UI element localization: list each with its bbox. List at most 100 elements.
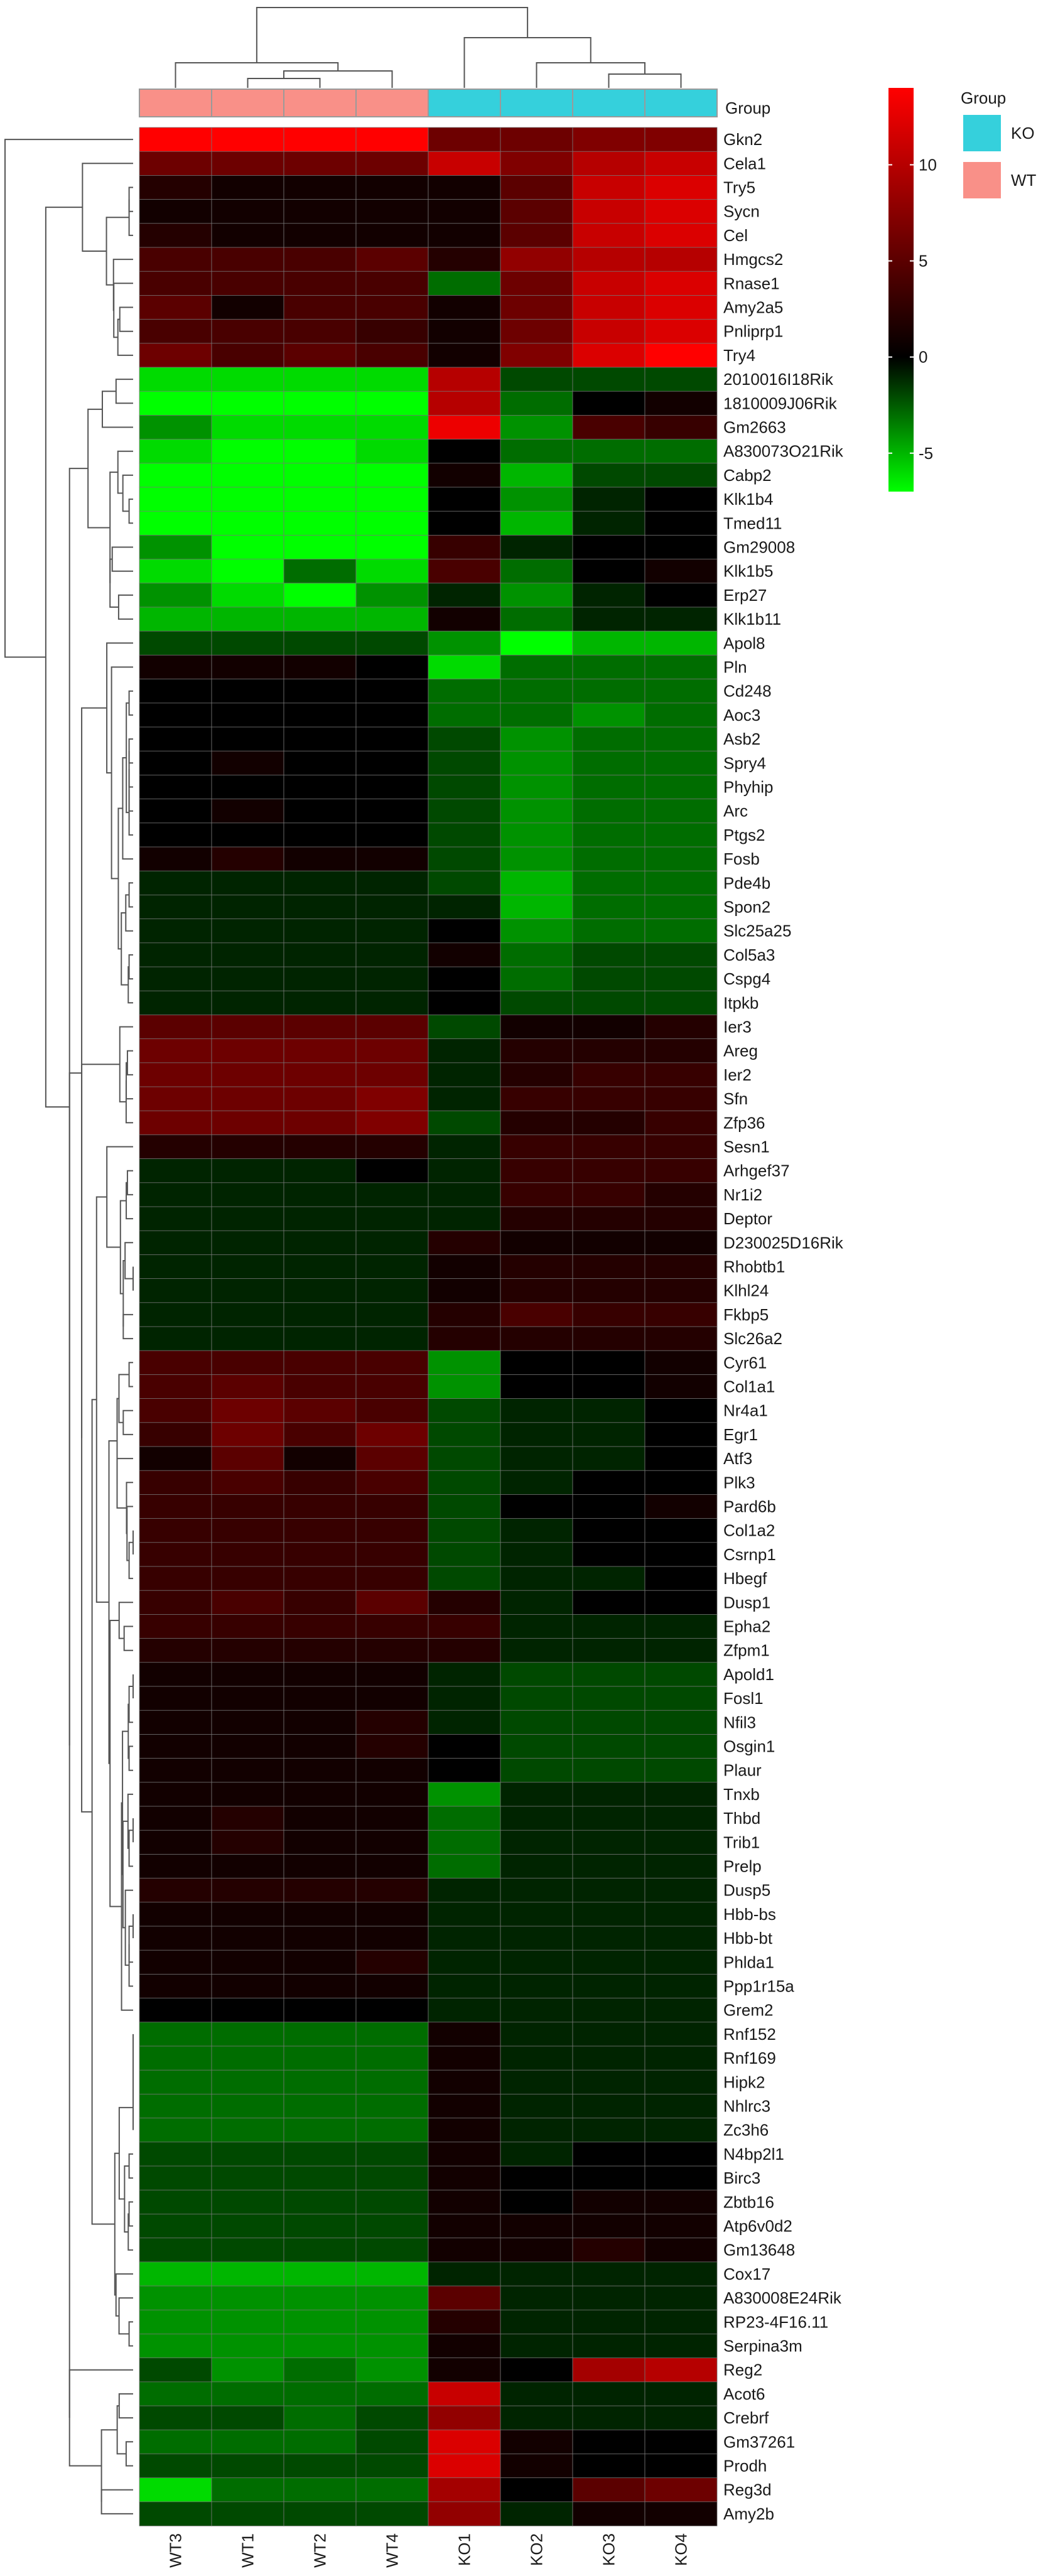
heatmap-cell <box>355 606 429 632</box>
heatmap-cell <box>572 2142 645 2167</box>
heatmap-cell <box>139 966 212 991</box>
heatmap-cell <box>500 1494 573 1519</box>
row-label: Gm29008 <box>723 538 795 557</box>
heatmap-cell <box>211 223 284 248</box>
heatmap-cell <box>500 1134 573 1160</box>
heatmap-cell <box>572 1182 645 1207</box>
heatmap-cell <box>500 1662 573 1687</box>
row-dendrogram <box>4 139 134 2514</box>
heatmap-cell <box>211 1158 284 1183</box>
heatmap-cell <box>211 1902 284 1927</box>
row-label: Try4 <box>723 346 755 365</box>
heatmap-cell <box>139 1110 212 1136</box>
heatmap-cell <box>283 415 357 440</box>
heatmap-cell <box>211 1015 284 1040</box>
heatmap-cell <box>283 1758 357 1783</box>
dendrogram-branch <box>106 1146 133 1248</box>
heatmap-cell <box>139 223 212 248</box>
row-label: Cd248 <box>723 682 772 701</box>
heatmap-cell <box>355 1998 429 2023</box>
heatmap-cell <box>572 1998 645 2023</box>
heatmap-cell <box>139 1470 212 1495</box>
heatmap-cell <box>283 2405 357 2430</box>
group-cell-wt <box>283 89 357 117</box>
dendrogram-branch <box>128 1686 133 1723</box>
heatmap-cell <box>211 1062 284 1087</box>
dendrogram-branch <box>82 163 133 252</box>
heatmap-cell <box>355 1542 429 1567</box>
heatmap-cell <box>572 2453 645 2479</box>
row-label: Arhgef37 <box>723 1161 790 1180</box>
heatmap-cell <box>211 2429 284 2455</box>
heatmap-cell <box>211 1350 284 1376</box>
heatmap-cell <box>355 487 429 512</box>
heatmap-cell <box>644 510 718 536</box>
heatmap-cell <box>139 2045 212 2071</box>
row-label: Zfpm1 <box>723 1641 770 1660</box>
heatmap-cell <box>644 1518 718 1543</box>
heatmap-cell <box>283 2118 357 2143</box>
row-label: Zfp36 <box>723 1113 765 1132</box>
row-label: Trib1 <box>723 1833 760 1851</box>
heatmap-cell <box>572 1566 645 1591</box>
heatmap-cell <box>572 175 645 200</box>
heatmap-cell <box>644 1638 718 1663</box>
group-cell-ko <box>572 89 645 117</box>
heatmap-cell <box>428 247 501 272</box>
heatmap-cell <box>572 1973 645 1999</box>
dendrogram-branch <box>115 379 133 404</box>
heatmap-cell <box>428 1254 501 1280</box>
heatmap-cell <box>355 1254 429 1280</box>
heatmap-cell <box>139 319 212 344</box>
row-label: Plaur <box>723 1761 762 1780</box>
heatmap-cell <box>283 1086 357 1111</box>
heatmap-cell <box>139 1686 212 1711</box>
heatmap-cell <box>428 2093 501 2119</box>
heatmap-cell <box>572 1158 645 1183</box>
heatmap-cell <box>211 1422 284 1447</box>
heatmap-cell <box>500 799 573 824</box>
heatmap-cell <box>139 2453 212 2479</box>
heatmap-cell <box>283 2309 357 2335</box>
heatmap-cell <box>500 1230 573 1256</box>
row-label: Nr4a1 <box>723 1401 768 1420</box>
heatmap-cell <box>572 870 645 896</box>
dendrogram-branch <box>124 1889 133 1966</box>
heatmap-cell <box>283 2142 357 2167</box>
row-label: Klk1b4 <box>723 490 774 509</box>
heatmap-cell <box>283 799 357 824</box>
heatmap-cell <box>572 726 645 752</box>
row-label: Apol8 <box>723 633 765 652</box>
dendrogram-branch <box>125 1080 133 1124</box>
heatmap-cell <box>211 1302 284 1327</box>
heatmap-cell <box>644 1733 718 1759</box>
heatmap-cell <box>428 822 501 848</box>
heatmap-cell <box>572 1398 645 1423</box>
row-label: Nr1i2 <box>723 1185 762 1204</box>
heatmap-cell <box>355 151 429 176</box>
dendrogram-branch <box>126 1170 133 1195</box>
heatmap-cell <box>211 2405 284 2430</box>
heatmap-cell <box>283 1446 357 1471</box>
heatmap-cell <box>428 2477 501 2503</box>
heatmap-cell <box>572 2118 645 2143</box>
heatmap-cell <box>428 919 501 944</box>
heatmap-cell <box>139 1518 212 1543</box>
heatmap-cell <box>283 1973 357 1999</box>
heatmap-cell <box>283 655 357 680</box>
heatmap-cell <box>428 2213 501 2239</box>
heatmap-cell <box>644 1494 718 1519</box>
heatmap-cell <box>355 1782 429 1807</box>
heatmap-cell <box>572 1949 645 1975</box>
row-label: Col5a3 <box>723 946 775 964</box>
heatmap-cell <box>572 1542 645 1567</box>
heatmap-cell <box>644 1806 718 1831</box>
heatmap-cell <box>572 990 645 1016</box>
heatmap-cell <box>644 1758 718 1783</box>
dendrogram-branch <box>105 217 129 286</box>
dendrogram-branch <box>111 546 133 572</box>
heatmap-cell <box>644 990 718 1016</box>
heatmap-cell <box>428 895 501 920</box>
heatmap-cell <box>139 655 212 680</box>
row-label: Tnxb <box>723 1785 760 1804</box>
